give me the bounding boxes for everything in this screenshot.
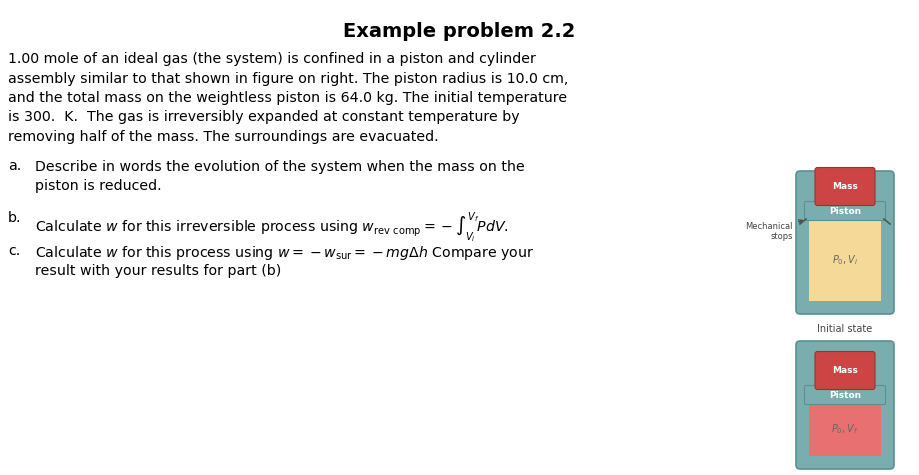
Text: Calculate $w$ for this process using $w = -w_{\rm sur} = -mg\Delta h$ Compare yo: Calculate $w$ for this process using $w … [35, 244, 534, 262]
Text: a.: a. [8, 160, 21, 173]
Text: Piston: Piston [829, 390, 861, 399]
FancyBboxPatch shape [804, 386, 886, 405]
Text: 1.00 mole of an ideal gas (the system) is confined in a piston and cylinder: 1.00 mole of an ideal gas (the system) i… [8, 52, 536, 66]
Text: Mechanical
stops: Mechanical stops [745, 220, 802, 241]
Text: Calculate $w$ for this irreversible process using $w_{\rm rev\ comp} = -\int_{V_: Calculate $w$ for this irreversible proc… [35, 210, 509, 245]
FancyBboxPatch shape [815, 168, 875, 206]
Text: Describe in words the evolution of the system when the mass on the: Describe in words the evolution of the s… [35, 160, 525, 173]
Text: $P_0,V_i$: $P_0,V_i$ [832, 253, 858, 267]
Text: b.: b. [8, 210, 21, 225]
FancyBboxPatch shape [796, 171, 894, 314]
Text: Mass: Mass [832, 182, 858, 191]
Text: Mass: Mass [832, 366, 858, 375]
Bar [809, 403, 881, 456]
Text: c.: c. [8, 244, 20, 258]
Text: piston is reduced.: piston is reduced. [35, 179, 162, 193]
Text: is 300.  K.  The gas is irreversibly expanded at constant temperature by: is 300. K. The gas is irreversibly expan… [8, 111, 519, 124]
FancyBboxPatch shape [804, 201, 886, 220]
FancyBboxPatch shape [815, 352, 875, 390]
Text: Piston: Piston [829, 207, 861, 216]
Text: assembly similar to that shown in figure on right. The piston radius is 10.0 cm,: assembly similar to that shown in figure… [8, 72, 568, 86]
Text: and the total mass on the weightless piston is 64.0 kg. The initial temperature: and the total mass on the weightless pis… [8, 91, 567, 105]
Text: Initial state: Initial state [817, 324, 873, 334]
Text: $P_0,V_f$: $P_0,V_f$ [832, 423, 858, 437]
Text: Example problem 2.2: Example problem 2.2 [343, 22, 575, 41]
Text: removing half of the mass. The surroundings are evacuated.: removing half of the mass. The surroundi… [8, 130, 438, 144]
FancyBboxPatch shape [796, 341, 894, 469]
Text: result with your results for part (b): result with your results for part (b) [35, 264, 281, 277]
Bar [809, 219, 881, 301]
